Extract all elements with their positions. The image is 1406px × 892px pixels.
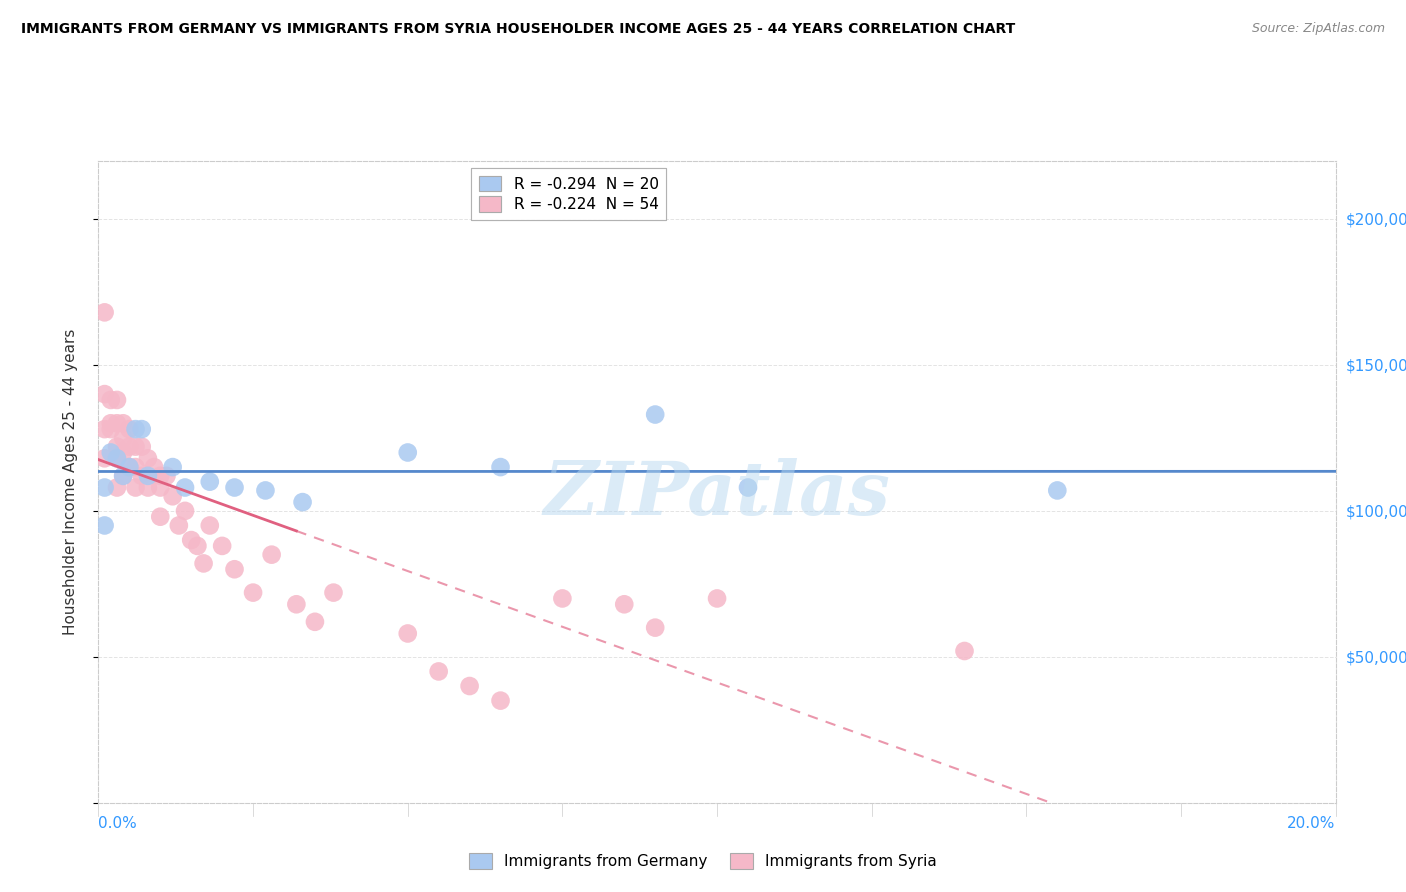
Point [143,460,166,475]
Point [396,445,419,459]
Point [93,481,115,495]
Point [242,585,264,599]
Point [105,440,128,454]
Point [174,504,197,518]
Text: 20.0%: 20.0% [1288,816,1336,831]
Text: Source: ZipAtlas.com: Source: ZipAtlas.com [1251,22,1385,36]
Point [112,417,135,431]
Point [489,693,512,707]
Point [953,644,976,658]
Point [304,615,326,629]
Point [254,483,277,498]
Point [180,533,202,547]
Point [198,475,221,489]
Point [100,422,122,436]
Text: 0.0%: 0.0% [98,816,138,831]
Y-axis label: Householder Income Ages 25 - 44 years: Householder Income Ages 25 - 44 years [63,328,77,635]
Point [613,597,636,611]
Point [551,591,574,606]
Point [162,460,184,475]
Point [118,422,141,436]
Point [100,417,122,431]
Point [131,422,153,436]
Point [93,305,115,319]
Text: IMMIGRANTS FROM GERMANY VS IMMIGRANTS FROM SYRIA HOUSEHOLDER INCOME AGES 25 - 44: IMMIGRANTS FROM GERMANY VS IMMIGRANTS FR… [21,22,1015,37]
Point [136,468,159,483]
Point [131,468,153,483]
Point [737,481,759,495]
Point [105,451,128,466]
Point [186,539,208,553]
Text: ZIPatlas: ZIPatlas [544,458,890,531]
Point [260,548,283,562]
Point [105,481,128,495]
Point [112,445,135,459]
Point [174,481,197,495]
Point [136,451,159,466]
Point [291,495,314,509]
Point [193,557,215,571]
Point [124,440,146,454]
Point [112,431,135,445]
Point [458,679,481,693]
Point [124,481,146,495]
Legend: R = -0.294  N = 20, R = -0.224  N = 54: R = -0.294 N = 20, R = -0.224 N = 54 [471,169,666,220]
Point [198,518,221,533]
Point [100,392,122,407]
Point [285,597,308,611]
Point [136,481,159,495]
Point [149,509,172,524]
Point [118,460,141,475]
Point [93,422,115,436]
Point [155,468,177,483]
Point [93,518,115,533]
Point [118,460,141,475]
Point [112,468,135,483]
Point [489,460,512,475]
Point [427,665,450,679]
Point [112,468,135,483]
Point [224,562,246,576]
Point [224,481,246,495]
Point [131,440,153,454]
Point [93,387,115,401]
Point [644,408,666,422]
Point [100,445,122,459]
Point [167,518,190,533]
Point [162,489,184,503]
Point [211,539,233,553]
Point [1046,483,1069,498]
Point [706,591,728,606]
Point [149,481,172,495]
Point [105,392,128,407]
Point [396,626,419,640]
Point [105,451,128,466]
Point [93,451,115,466]
Point [124,422,146,436]
Point [118,440,141,454]
Point [149,468,172,483]
Legend: Immigrants from Germany, Immigrants from Syria: Immigrants from Germany, Immigrants from… [463,847,943,875]
Point [105,417,128,431]
Point [124,460,146,475]
Point [644,621,666,635]
Point [322,585,344,599]
